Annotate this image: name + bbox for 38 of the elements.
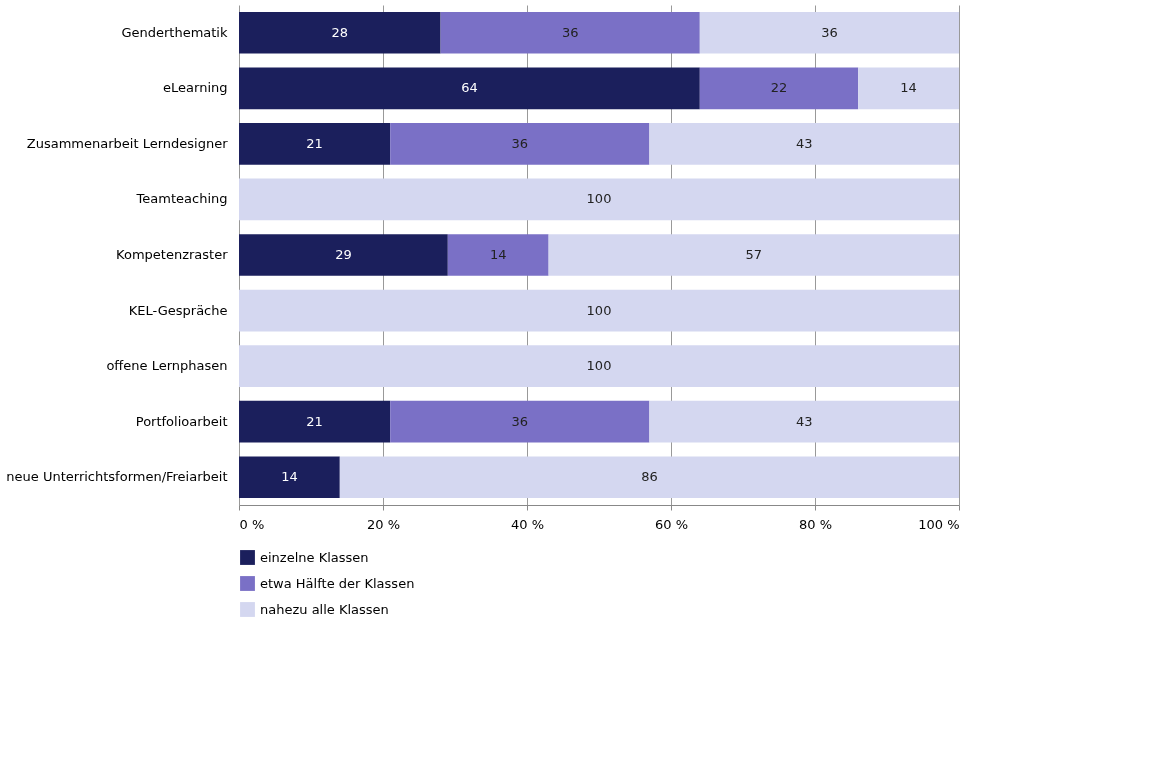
legend-label: nahezu alle Klassen (260, 601, 389, 617)
x-tick-label: 60 % (654, 516, 689, 532)
y-tick-label: eLearning (163, 80, 228, 96)
data-label: 36 (561, 24, 579, 40)
data-label: 14 (489, 247, 507, 262)
data-label: 21 (306, 413, 323, 429)
data-label: 14 (281, 469, 298, 485)
data-label: 14 (900, 80, 917, 96)
data-label: 100 (586, 191, 612, 207)
data-label: 28 (331, 24, 349, 40)
data-label: 64 (461, 80, 478, 96)
legend-label: einzelne Klassen (260, 549, 369, 565)
y-tick-label: Kompetenzraster (116, 247, 229, 262)
x-tick-label: 0 % (239, 516, 265, 532)
y-tick-label: Zusammenarbeit Lerndesigner (26, 135, 229, 151)
data-label: 21 (306, 135, 323, 151)
data-label: 36 (821, 24, 838, 40)
data-label: 57 (745, 247, 763, 262)
y-tick-label: Teamteaching (135, 191, 228, 207)
x-tick-label: 100 % (918, 516, 960, 532)
y-tick-label: offene Lernphasen (106, 358, 228, 374)
data-label: 100 (586, 358, 612, 374)
x-tick-label: 80 % (798, 516, 833, 532)
x-tick-label: 40 % (510, 516, 545, 532)
y-tick-label: neue Unterrichtsformen/Freiarbeit (6, 469, 228, 485)
data-label: 22 (770, 80, 788, 96)
data-label: 86 (641, 469, 658, 485)
data-label: 43 (795, 135, 813, 151)
legend-label: etwa Hälfte der Klassen (260, 575, 415, 591)
data-label: 100 (586, 302, 612, 318)
data-label: 36 (511, 135, 529, 151)
data-label: 29 (335, 247, 352, 262)
data-label: 43 (795, 413, 813, 429)
y-tick-label: KEL-Gespräche (128, 302, 228, 318)
data-label: 36 (511, 413, 529, 429)
x-tick-label: 20 % (366, 516, 401, 532)
y-tick-label: Portfolioarbeit (135, 413, 228, 429)
y-tick-label: Genderthematik (121, 24, 228, 40)
